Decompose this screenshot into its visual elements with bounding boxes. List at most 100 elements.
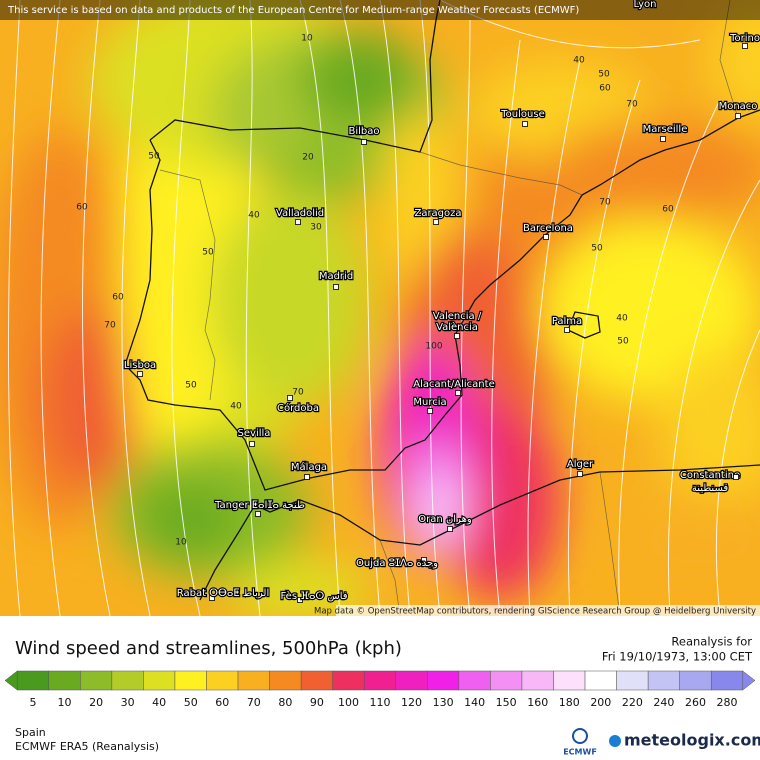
city-label: Oujda ⵓⵊⴷⴰ وجدة [356,558,438,569]
colorbar-swatch [237,670,270,691]
colorbar-swatch [363,670,397,691]
city-label: Valencia / [433,311,482,322]
colorbar-arrow-left [4,670,18,691]
colorbar-swatch [616,670,649,691]
colorbar-swatch [111,670,144,691]
city-marker [333,284,339,290]
city-marker [297,597,303,603]
contour-label: 40 [248,211,260,221]
colorbar-tick-label: 30 [121,696,135,709]
city-label: Zaragoza [414,208,461,219]
contour-label: 60 [112,293,124,303]
title: Wind speed and streamlines, 500hPa (kph) [15,638,402,659]
contour-label: 50 [202,248,214,258]
contour-label: 10 [301,34,313,44]
attribution-band [336,605,760,616]
colorbar-tick-label: 20 [89,696,103,709]
city-label: Barcelona [523,223,573,234]
city-marker [433,219,439,225]
city-label: Bilbao [348,126,379,137]
contour-label: 60 [76,203,88,213]
colorbar-tick-label: 70 [247,696,261,709]
city-label: Rabat ⵔⴱⴰⵟ الرباط [177,588,269,599]
city-label: Palma [552,316,582,327]
date: Fri 19/10/1973, 13:00 CET [602,650,753,664]
contour-label: 30 [310,223,322,233]
ecmwf-logo: ECMWF [563,748,597,757]
colorbar-tick-label: 40 [152,696,166,709]
city-marker [304,474,310,480]
city-label: València [436,321,478,333]
contour-label: 50 [617,337,629,347]
city-marker [455,390,461,396]
colorbar-swatch [647,670,680,691]
colorbar-swatch [458,670,491,691]
contour-label: 50 [598,70,610,80]
colorbar-tick-label: 130 [433,696,454,709]
colorbar-swatch [710,670,744,691]
contour-label: 40 [230,402,242,412]
city-marker [447,526,453,532]
city-marker [427,408,433,414]
contour-label: 50 [185,381,197,391]
colorbar-swatch [553,670,586,691]
colorbar-tick-label: 90 [310,696,324,709]
colorbar-tick-label: 50 [184,696,198,709]
colorbar-arrow-right [742,670,756,691]
colorbar-tick-label: 280 [717,696,738,709]
notice: This service is based on data and produc… [7,5,579,16]
city-label: Murcia [413,397,446,408]
city-label: Torino [729,33,760,44]
contour-label: 60 [599,84,611,94]
ecmwf-icon [572,728,588,744]
city-marker [733,474,739,480]
colorbar-swatch [80,670,113,691]
streamlines [7,0,760,616]
notice-band [0,0,760,20]
city-marker [361,139,367,145]
city-marker [255,511,261,517]
contour-label: 20 [302,153,314,163]
city-label: Málaga [291,461,327,473]
colorbar-swatch [427,670,460,691]
colorbar-tick-label: 5 [30,696,37,709]
colorbar-swatch [490,670,523,691]
contour-label: 50 [591,244,603,254]
colorbar-swatch [269,670,302,691]
city-label: Alger [567,459,594,470]
contour-label: 60 [662,205,674,215]
borders [159,0,739,616]
brand: meteologix.com [624,731,760,750]
city-label: قسنطينة [692,483,729,494]
contour-label: 40 [573,56,585,66]
colorbar-tick-label: 260 [685,696,706,709]
city-marker [543,234,549,240]
city-marker [522,121,528,127]
reanalysis-label: Reanalysis for [671,635,752,649]
city-marker [660,136,666,142]
city-marker [735,113,741,119]
city-label: Valladolid [276,208,324,219]
city-marker [454,333,460,339]
colorbar-swatch [48,670,81,691]
city-label: Lisboa [124,360,156,371]
colorbar-tick-label: 220 [622,696,643,709]
colorbar-swatch [143,670,176,691]
colorbar-tick-label: 120 [401,696,422,709]
attribution: Map data © OpenStreetMap contributors, r… [314,607,756,617]
city-label: Madrid [319,271,353,282]
contour-label: 10 [175,538,187,548]
city-marker [742,43,748,49]
colorbar-tick-label: 80 [278,696,292,709]
contour-label: 70 [599,198,611,208]
colorbar-swatch [16,670,50,691]
city-label: Monaco [719,101,758,112]
city-label: Toulouse [500,109,544,120]
contour-label: 100 [425,342,442,352]
colorbar-tick-label: 110 [370,696,391,709]
city-marker [137,371,143,377]
colorbar-tick-label: 160 [527,696,548,709]
region: Spain [15,726,46,739]
city-label: Sevilla [238,428,271,439]
colorbar-tick-label: 10 [58,696,72,709]
